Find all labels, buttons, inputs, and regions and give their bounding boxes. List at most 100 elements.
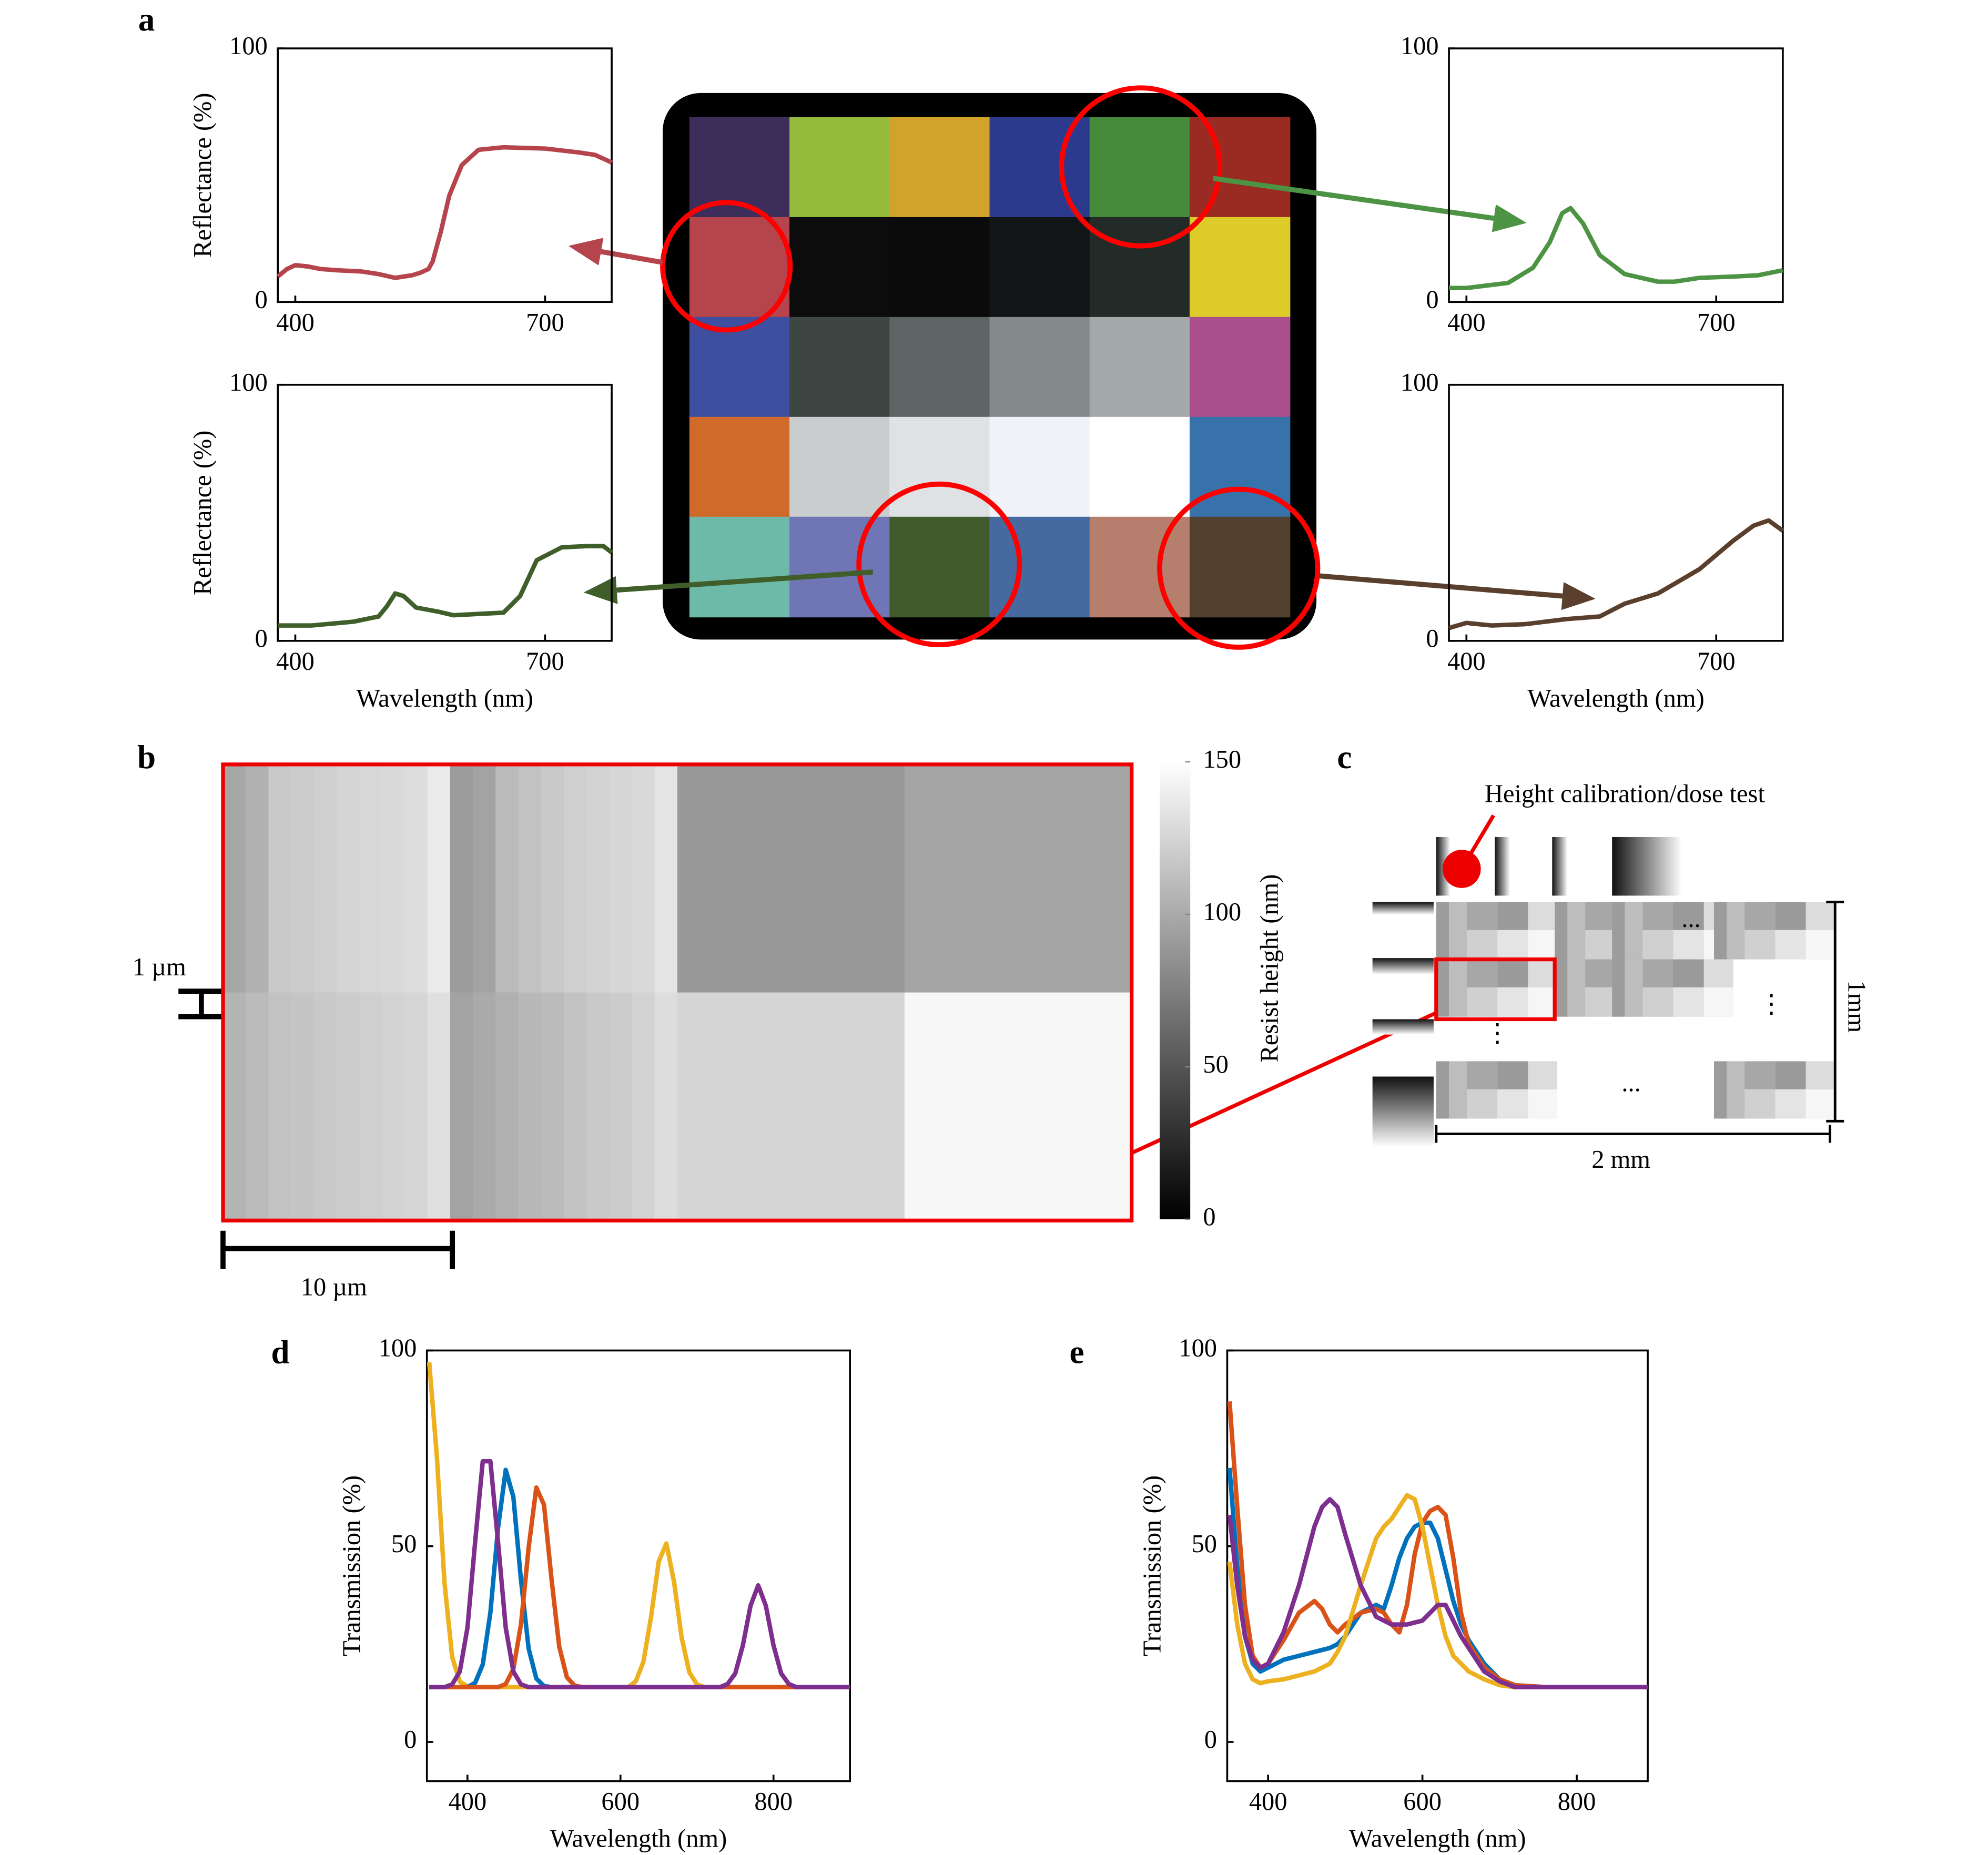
heatmap-cell <box>859 764 883 993</box>
y-tick-label: 100 <box>1401 369 1439 396</box>
checker-patch <box>1189 317 1291 418</box>
arrow-head <box>583 576 618 604</box>
heatmap-cell <box>518 992 542 1221</box>
x-tick-label: 400 <box>276 309 315 337</box>
arrow-head <box>568 238 604 266</box>
x-tick-label: 800 <box>1558 1788 1596 1816</box>
tile-part <box>1449 1061 1467 1119</box>
ellipsis: ... <box>1621 1069 1640 1097</box>
heatmap-cell <box>1040 992 1064 1221</box>
ellipsis: ⋮ <box>1759 990 1784 1018</box>
checker-patch <box>789 416 890 518</box>
y-tick-label: 0 <box>404 1726 417 1754</box>
tile-part <box>1714 1061 1727 1119</box>
heatmap-cell <box>790 764 815 993</box>
heatmap-cell <box>723 992 746 1221</box>
heatmap-cell <box>563 992 587 1221</box>
checker-patch <box>789 117 890 218</box>
heatmap-cell <box>1109 992 1132 1221</box>
heatmap-cell <box>1109 764 1132 993</box>
heatmap-cell <box>495 992 519 1221</box>
heatmap-cell <box>223 764 247 993</box>
colorbar-tick-label: 100 <box>1203 898 1241 926</box>
tile-part <box>1703 987 1733 1017</box>
heatmap-cell <box>473 764 496 993</box>
series-line <box>1449 206 1783 291</box>
tile-part <box>1436 959 1449 1017</box>
tile-part <box>1642 987 1673 1017</box>
heatmap-cell <box>518 764 542 993</box>
x-tick-label: 400 <box>1249 1788 1287 1816</box>
heatmap-cell <box>450 992 474 1221</box>
checker-patch <box>889 516 990 618</box>
arrow-head <box>1561 582 1596 610</box>
heatmap-cell <box>404 764 428 993</box>
series-line <box>1448 518 1784 630</box>
x-tick-label: 700 <box>1697 309 1736 337</box>
checker-patch <box>1089 416 1191 518</box>
heatmap-cell <box>382 764 405 993</box>
tile-part <box>1567 959 1586 1017</box>
highlight-circle <box>1157 486 1321 650</box>
heatmap-cell <box>859 992 883 1221</box>
heatmap-cell <box>1018 992 1042 1221</box>
tile-part <box>1744 1089 1776 1119</box>
x-tick-label: 400 <box>1447 309 1486 337</box>
tile-part <box>1625 902 1643 960</box>
y-axis-label: Transmission (%) <box>1138 1475 1166 1656</box>
heatmap-cell <box>995 992 1019 1221</box>
y-tick-label: 0 <box>255 286 268 313</box>
tile-part <box>1673 930 1704 960</box>
heatmap-cell <box>632 992 655 1221</box>
heatmap-cell <box>972 764 996 993</box>
heatmap-cell <box>382 992 405 1221</box>
tile-part <box>1585 987 1616 1017</box>
tile-part <box>1642 930 1673 960</box>
tile-part <box>1744 902 1776 930</box>
heatmap-cell <box>632 764 655 993</box>
heatmap-cell <box>313 992 338 1221</box>
heatmap-cell <box>427 764 451 993</box>
checker-patch <box>1089 317 1191 418</box>
tile-part <box>1714 902 1727 960</box>
tile-part <box>1497 987 1528 1017</box>
dimension-bracket <box>1435 901 1844 1143</box>
heatmap-cell <box>404 992 428 1221</box>
heatmap-cell <box>745 764 769 993</box>
tile-part <box>1528 987 1557 1017</box>
tile-part <box>1436 902 1449 960</box>
tile-part <box>1466 987 1498 1017</box>
panel-label: c <box>1337 739 1352 776</box>
y-tick-label: 100 <box>1401 32 1439 60</box>
checker-patch <box>1189 117 1291 218</box>
callout-dot <box>1442 850 1481 888</box>
y-tick-label: 100 <box>229 32 268 60</box>
tile-part <box>1497 1061 1528 1089</box>
tile-part <box>1528 1089 1557 1119</box>
tile-part <box>1585 930 1616 960</box>
tile-part <box>1806 930 1835 960</box>
heatmap-cell <box>291 764 315 993</box>
x-axis-label: Wavelength (nm) <box>356 685 533 712</box>
color-checker <box>689 117 1291 618</box>
checker-patch <box>1089 516 1191 618</box>
series-line <box>429 1459 850 1689</box>
checker-patch <box>789 317 890 418</box>
tile-part <box>1727 1061 1745 1119</box>
checker-patch <box>689 117 790 218</box>
heatmap-cell <box>1086 764 1110 993</box>
heatmap-cell <box>814 992 837 1221</box>
tile-part <box>1497 959 1528 987</box>
series-line <box>427 1362 850 1689</box>
ellipsis: ⋮ <box>1485 1020 1510 1047</box>
tile-part <box>1806 1089 1835 1119</box>
colorbar-tick-label: 50 <box>1203 1051 1228 1078</box>
x-tick-label: 700 <box>526 648 564 676</box>
series-line <box>1227 1467 1648 1689</box>
tile-part <box>1744 930 1776 960</box>
heatmap-cell <box>450 764 474 993</box>
dimension-label: 2 mm <box>1591 1146 1650 1174</box>
inset-title: Height calibration/dose test <box>1485 780 1765 808</box>
scale-label: 1 µm <box>133 953 186 981</box>
